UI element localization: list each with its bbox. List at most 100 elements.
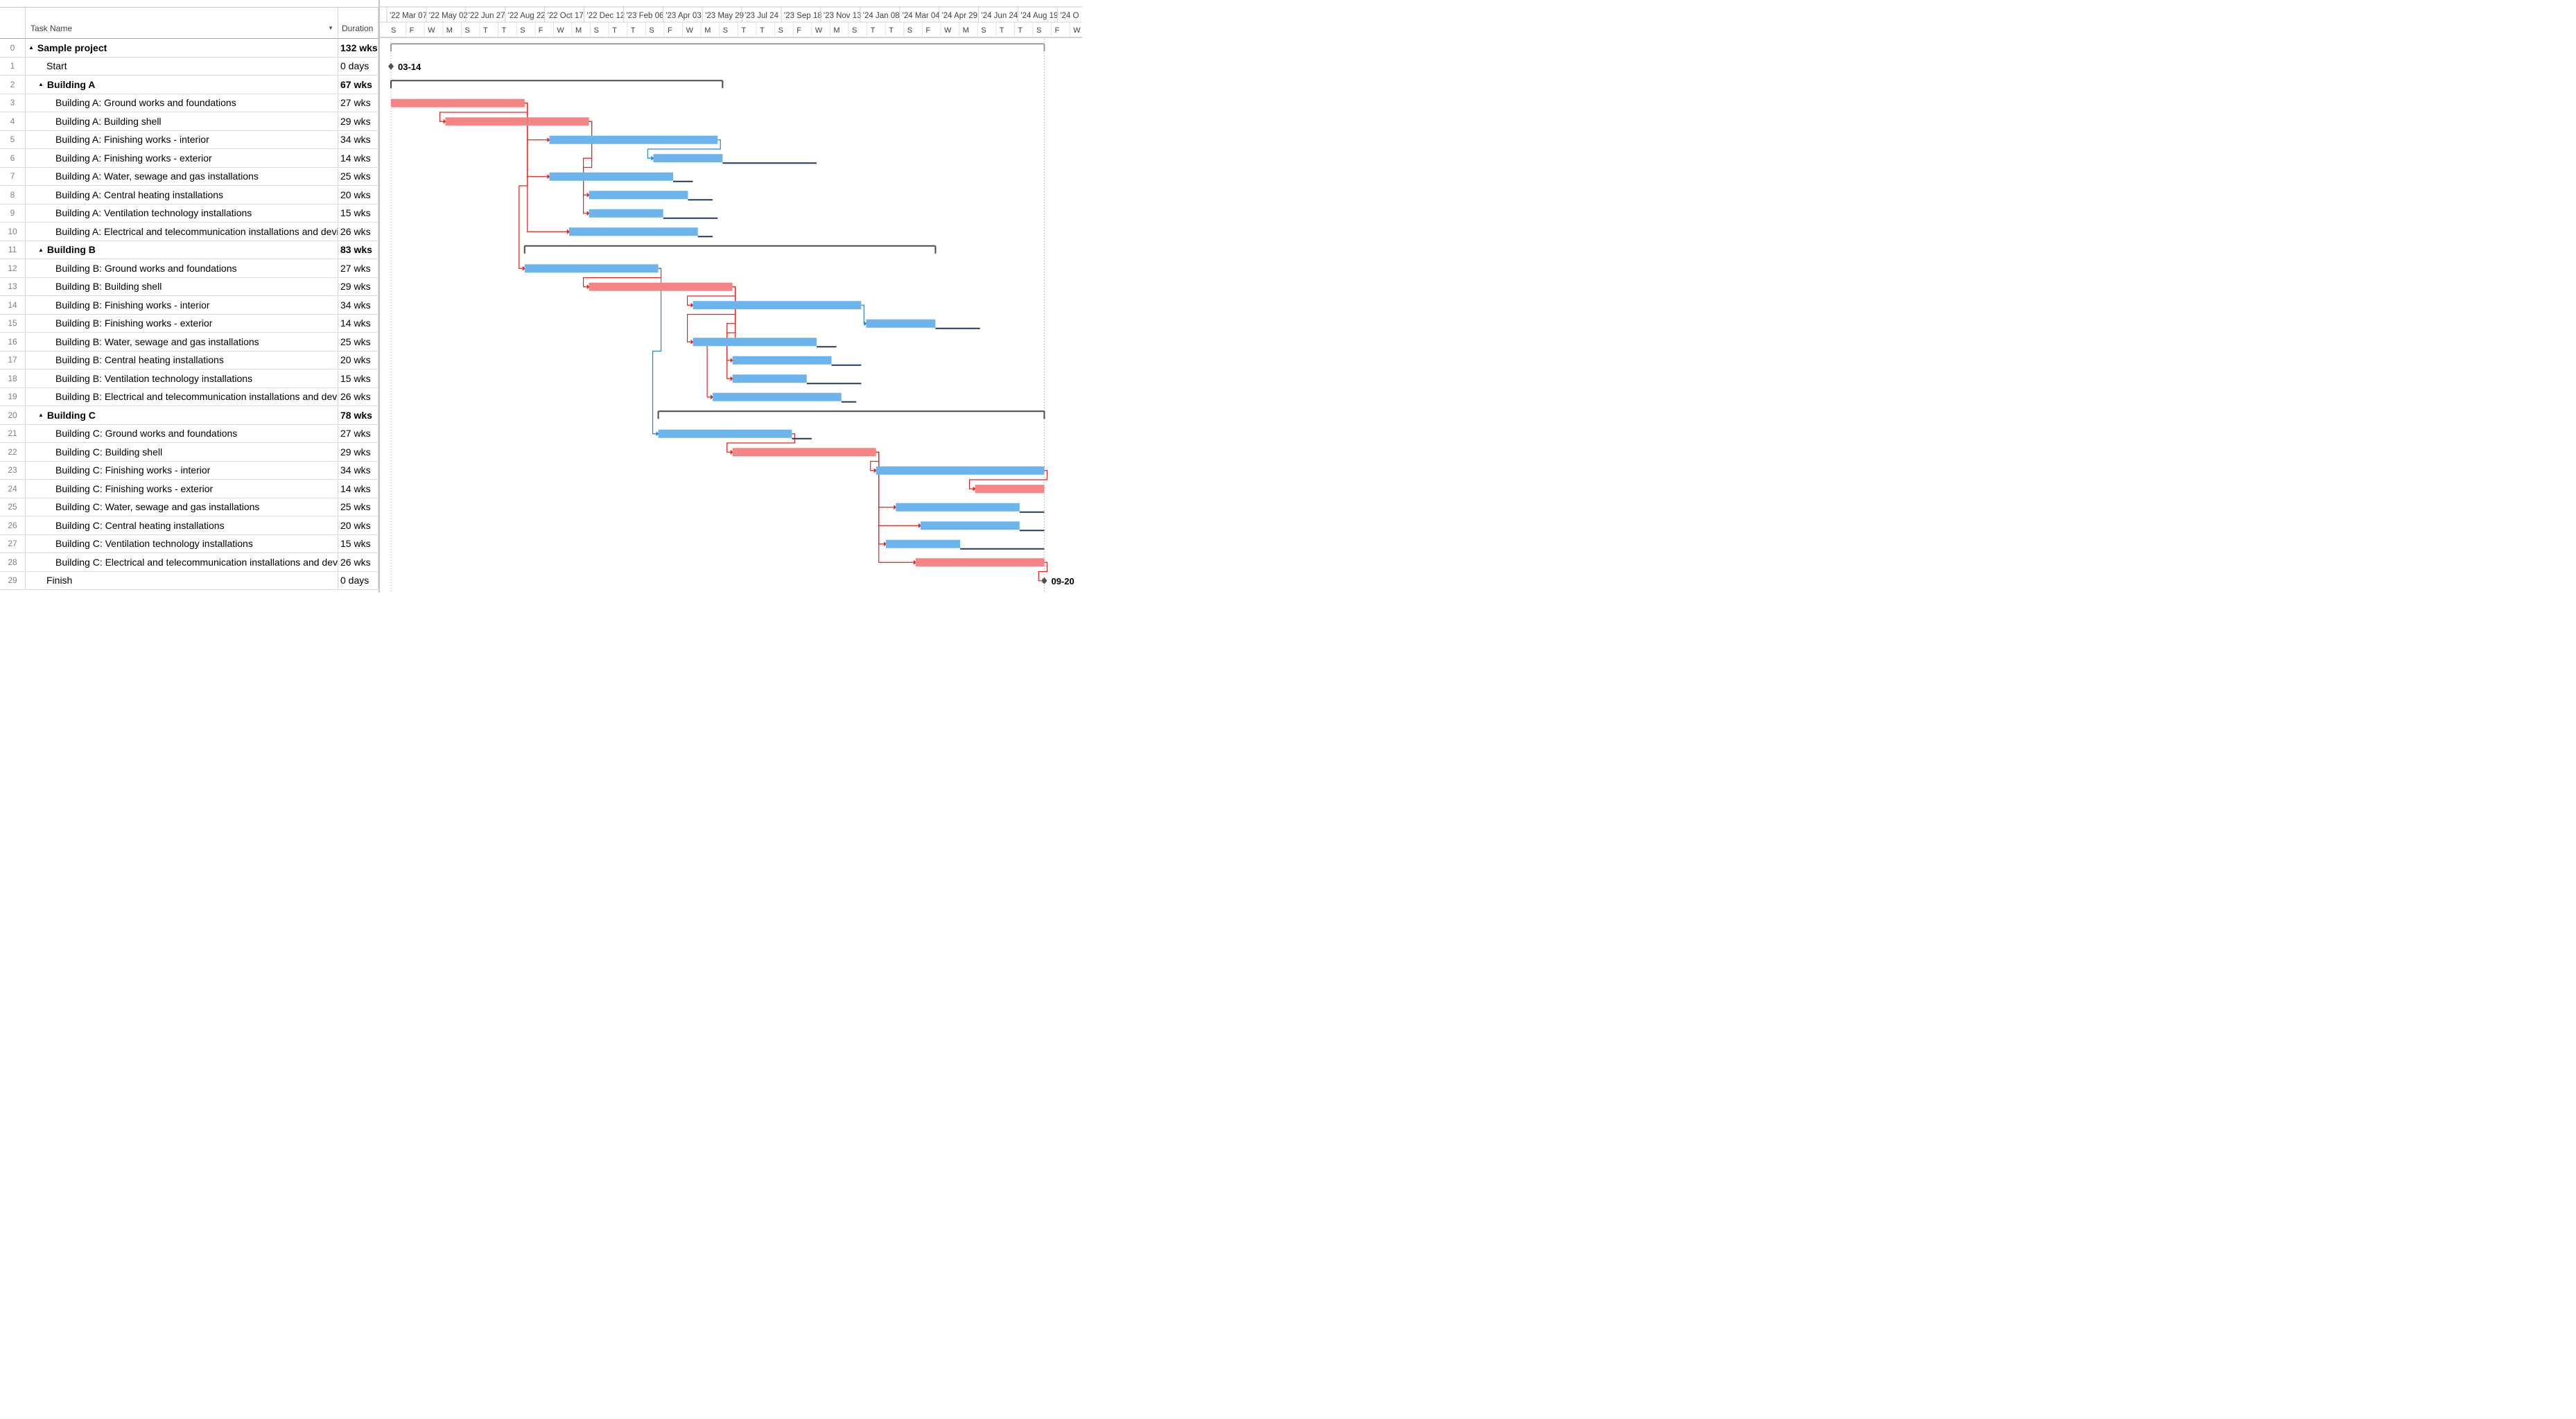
task-row[interactable]: 22 Building C: Building shell 29 wks (0, 443, 378, 462)
column-header-duration-label: Duration (342, 24, 374, 33)
task-row[interactable]: 9 Building A: Ventilation technology inst… (0, 204, 378, 223)
task-duration[interactable]: 26 wks (338, 223, 378, 241)
task-row[interactable]: 18 Building B: Ventilation technology ins… (0, 369, 378, 388)
task-name-cell[interactable]: Building C: Building shell (25, 443, 338, 461)
task-row[interactable]: 16 Building B: Water, sewage and gas inst… (0, 333, 378, 351)
task-name-cell[interactable]: ▲ Building C (25, 406, 338, 424)
task-duration[interactable]: 14 wks (338, 480, 378, 498)
task-row[interactable]: 4 Building A: Building shell 29 wks (0, 112, 378, 131)
task-row[interactable]: 14 Building B: Finishing works - interior… (0, 296, 378, 315)
task-duration[interactable]: 34 wks (338, 130, 378, 148)
task-row[interactable]: 2 ▲ Building A 67 wks (0, 76, 378, 94)
task-row[interactable]: 28 Building C: Electrical and telecommuni… (0, 553, 378, 572)
collapse-toggle-icon[interactable]: ▲ (38, 412, 44, 419)
task-row[interactable]: 24 Building C: Finishing works - exterior… (0, 480, 378, 498)
task-name-cell[interactable]: Building B: Electrical and telecommunica… (25, 388, 338, 406)
task-row[interactable]: 15 Building B: Finishing works - exterior… (0, 314, 378, 333)
task-row[interactable]: 23 Building C: Finishing works - interior… (0, 461, 378, 480)
task-duration[interactable]: 83 wks (338, 241, 378, 259)
task-duration[interactable]: 29 wks (338, 112, 378, 130)
task-row[interactable]: 11 ▲ Building B 83 wks (0, 241, 378, 259)
task-duration[interactable]: 132 wks (338, 39, 378, 57)
task-duration[interactable]: 34 wks (338, 461, 378, 479)
task-name-cell[interactable]: Finish (25, 571, 338, 589)
task-row[interactable]: 26 Building C: Central heating installati… (0, 516, 378, 535)
task-row[interactable]: 21 Building C: Ground works and foundatio… (0, 424, 378, 443)
task-name-cell[interactable]: ▲ Building A (25, 76, 338, 94)
task-name-cell[interactable]: Building B: Ground works and foundations (25, 259, 338, 277)
task-name-cell[interactable]: Building C: Finishing works - interior (25, 461, 338, 479)
row-id: 26 (8, 520, 17, 530)
task-name-cell[interactable]: Building C: Central heating installation… (25, 516, 338, 534)
task-name-cell[interactable]: Building A: Ventilation technology insta… (25, 204, 338, 222)
task-name-cell[interactable]: Building B: Building shell (25, 277, 338, 295)
task-duration[interactable]: 27 wks (338, 94, 378, 112)
task-duration[interactable]: 25 wks (338, 167, 378, 185)
task-duration[interactable]: 0 days (338, 57, 378, 75)
task-duration[interactable]: 27 wks (338, 259, 378, 277)
task-name-cell[interactable]: Building C: Finishing works - exterior (25, 480, 338, 498)
task-name-cell[interactable]: Building A: Water, sewage and gas instal… (25, 167, 338, 185)
task-row[interactable]: 3 Building A: Ground works and foundation… (0, 94, 378, 112)
task-duration[interactable]: 27 wks (338, 424, 378, 442)
task-name-cell[interactable]: Start (25, 57, 338, 75)
task-row[interactable]: 10 Building A: Electrical and telecommuni… (0, 223, 378, 241)
task-row[interactable]: 17 Building B: Central heating installati… (0, 351, 378, 369)
task-row[interactable]: 27 Building C: Ventilation technology ins… (0, 534, 378, 553)
task-duration[interactable]: 25 wks (338, 498, 378, 516)
task-duration[interactable]: 14 wks (338, 314, 378, 332)
task-row[interactable]: 0 ▲ Sample project 132 wks (0, 39, 378, 58)
column-header-duration[interactable]: Duration (338, 8, 378, 38)
task-duration[interactable]: 25 wks (338, 333, 378, 351)
task-duration[interactable]: 20 wks (338, 516, 378, 534)
task-duration[interactable]: 15 wks (338, 369, 378, 388)
task-name-cell[interactable]: ▲ Building B (25, 241, 338, 259)
task-row[interactable]: 20 ▲ Building C 78 wks (0, 406, 378, 425)
task-name-cell[interactable]: Building A: Finishing works - exterior (25, 149, 338, 167)
task-row[interactable]: 6 Building A: Finishing works - exterior 1… (0, 149, 378, 168)
task-name-cell[interactable]: Building C: Water, sewage and gas instal… (25, 498, 338, 516)
task-name-cell[interactable]: ▲ Sample project (25, 39, 338, 57)
task-name-cell[interactable]: Building B: Ventilation technology insta… (25, 369, 338, 388)
column-header-task-name[interactable]: Task Name ▼ (25, 8, 338, 38)
task-row[interactable]: 29 Finish 0 days (0, 571, 378, 590)
task-name-cell[interactable]: Building C: Electrical and telecommunica… (25, 553, 338, 571)
task-row[interactable]: 1 Start 0 days (0, 57, 378, 76)
task-row[interactable]: 25 Building C: Water, sewage and gas inst… (0, 498, 378, 516)
pane-splitter[interactable] (378, 0, 380, 593)
task-duration[interactable]: 29 wks (338, 277, 378, 295)
task-duration[interactable]: 15 wks (338, 204, 378, 222)
task-duration[interactable]: 29 wks (338, 443, 378, 461)
task-row[interactable]: 13 Building B: Building shell 29 wks (0, 277, 378, 296)
task-duration[interactable]: 20 wks (338, 186, 378, 204)
task-duration[interactable]: 67 wks (338, 76, 378, 94)
task-name-cell[interactable]: Building A: Finishing works - interior (25, 130, 338, 148)
task-duration[interactable]: 34 wks (338, 296, 378, 314)
task-name-cell[interactable]: Building B: Water, sewage and gas instal… (25, 333, 338, 351)
task-row[interactable]: 7 Building A: Water, sewage and gas insta… (0, 167, 378, 186)
collapse-toggle-icon[interactable]: ▲ (38, 246, 44, 253)
task-name-cell[interactable]: Building C: Ground works and foundations (25, 424, 338, 442)
task-row[interactable]: 8 Building A: Central heating installatio… (0, 186, 378, 204)
task-duration[interactable]: 26 wks (338, 388, 378, 406)
task-name-cell[interactable]: Building A: Central heating installation… (25, 186, 338, 204)
task-name-cell[interactable]: Building B: Finishing works - interior (25, 296, 338, 314)
task-duration[interactable]: 14 wks (338, 149, 378, 167)
task-name-cell[interactable]: Building B: Finishing works - exterior (25, 314, 338, 332)
task-name-cell[interactable]: Building B: Central heating installation… (25, 351, 338, 369)
task-name-cell[interactable]: Building C: Ventilation technology insta… (25, 534, 338, 552)
task-name-cell[interactable]: Building A: Ground works and foundations (25, 94, 338, 112)
task-row[interactable]: 19 Building B: Electrical and telecommuni… (0, 388, 378, 406)
task-row[interactable]: 5 Building A: Finishing works - interior 3… (0, 130, 378, 149)
task-duration[interactable]: 78 wks (338, 406, 378, 424)
task-duration[interactable]: 20 wks (338, 351, 378, 369)
dropdown-arrow-icon[interactable]: ▼ (328, 25, 333, 31)
task-name-cell[interactable]: Building A: Electrical and telecommunica… (25, 223, 338, 241)
task-row[interactable]: 12 Building B: Ground works and foundatio… (0, 259, 378, 278)
task-name-cell[interactable]: Building A: Building shell (25, 112, 338, 130)
task-duration[interactable]: 26 wks (338, 553, 378, 571)
task-duration[interactable]: 0 days (338, 571, 378, 589)
task-duration[interactable]: 15 wks (338, 534, 378, 552)
collapse-toggle-icon[interactable]: ▲ (38, 81, 44, 88)
collapse-toggle-icon[interactable]: ▲ (28, 44, 34, 51)
